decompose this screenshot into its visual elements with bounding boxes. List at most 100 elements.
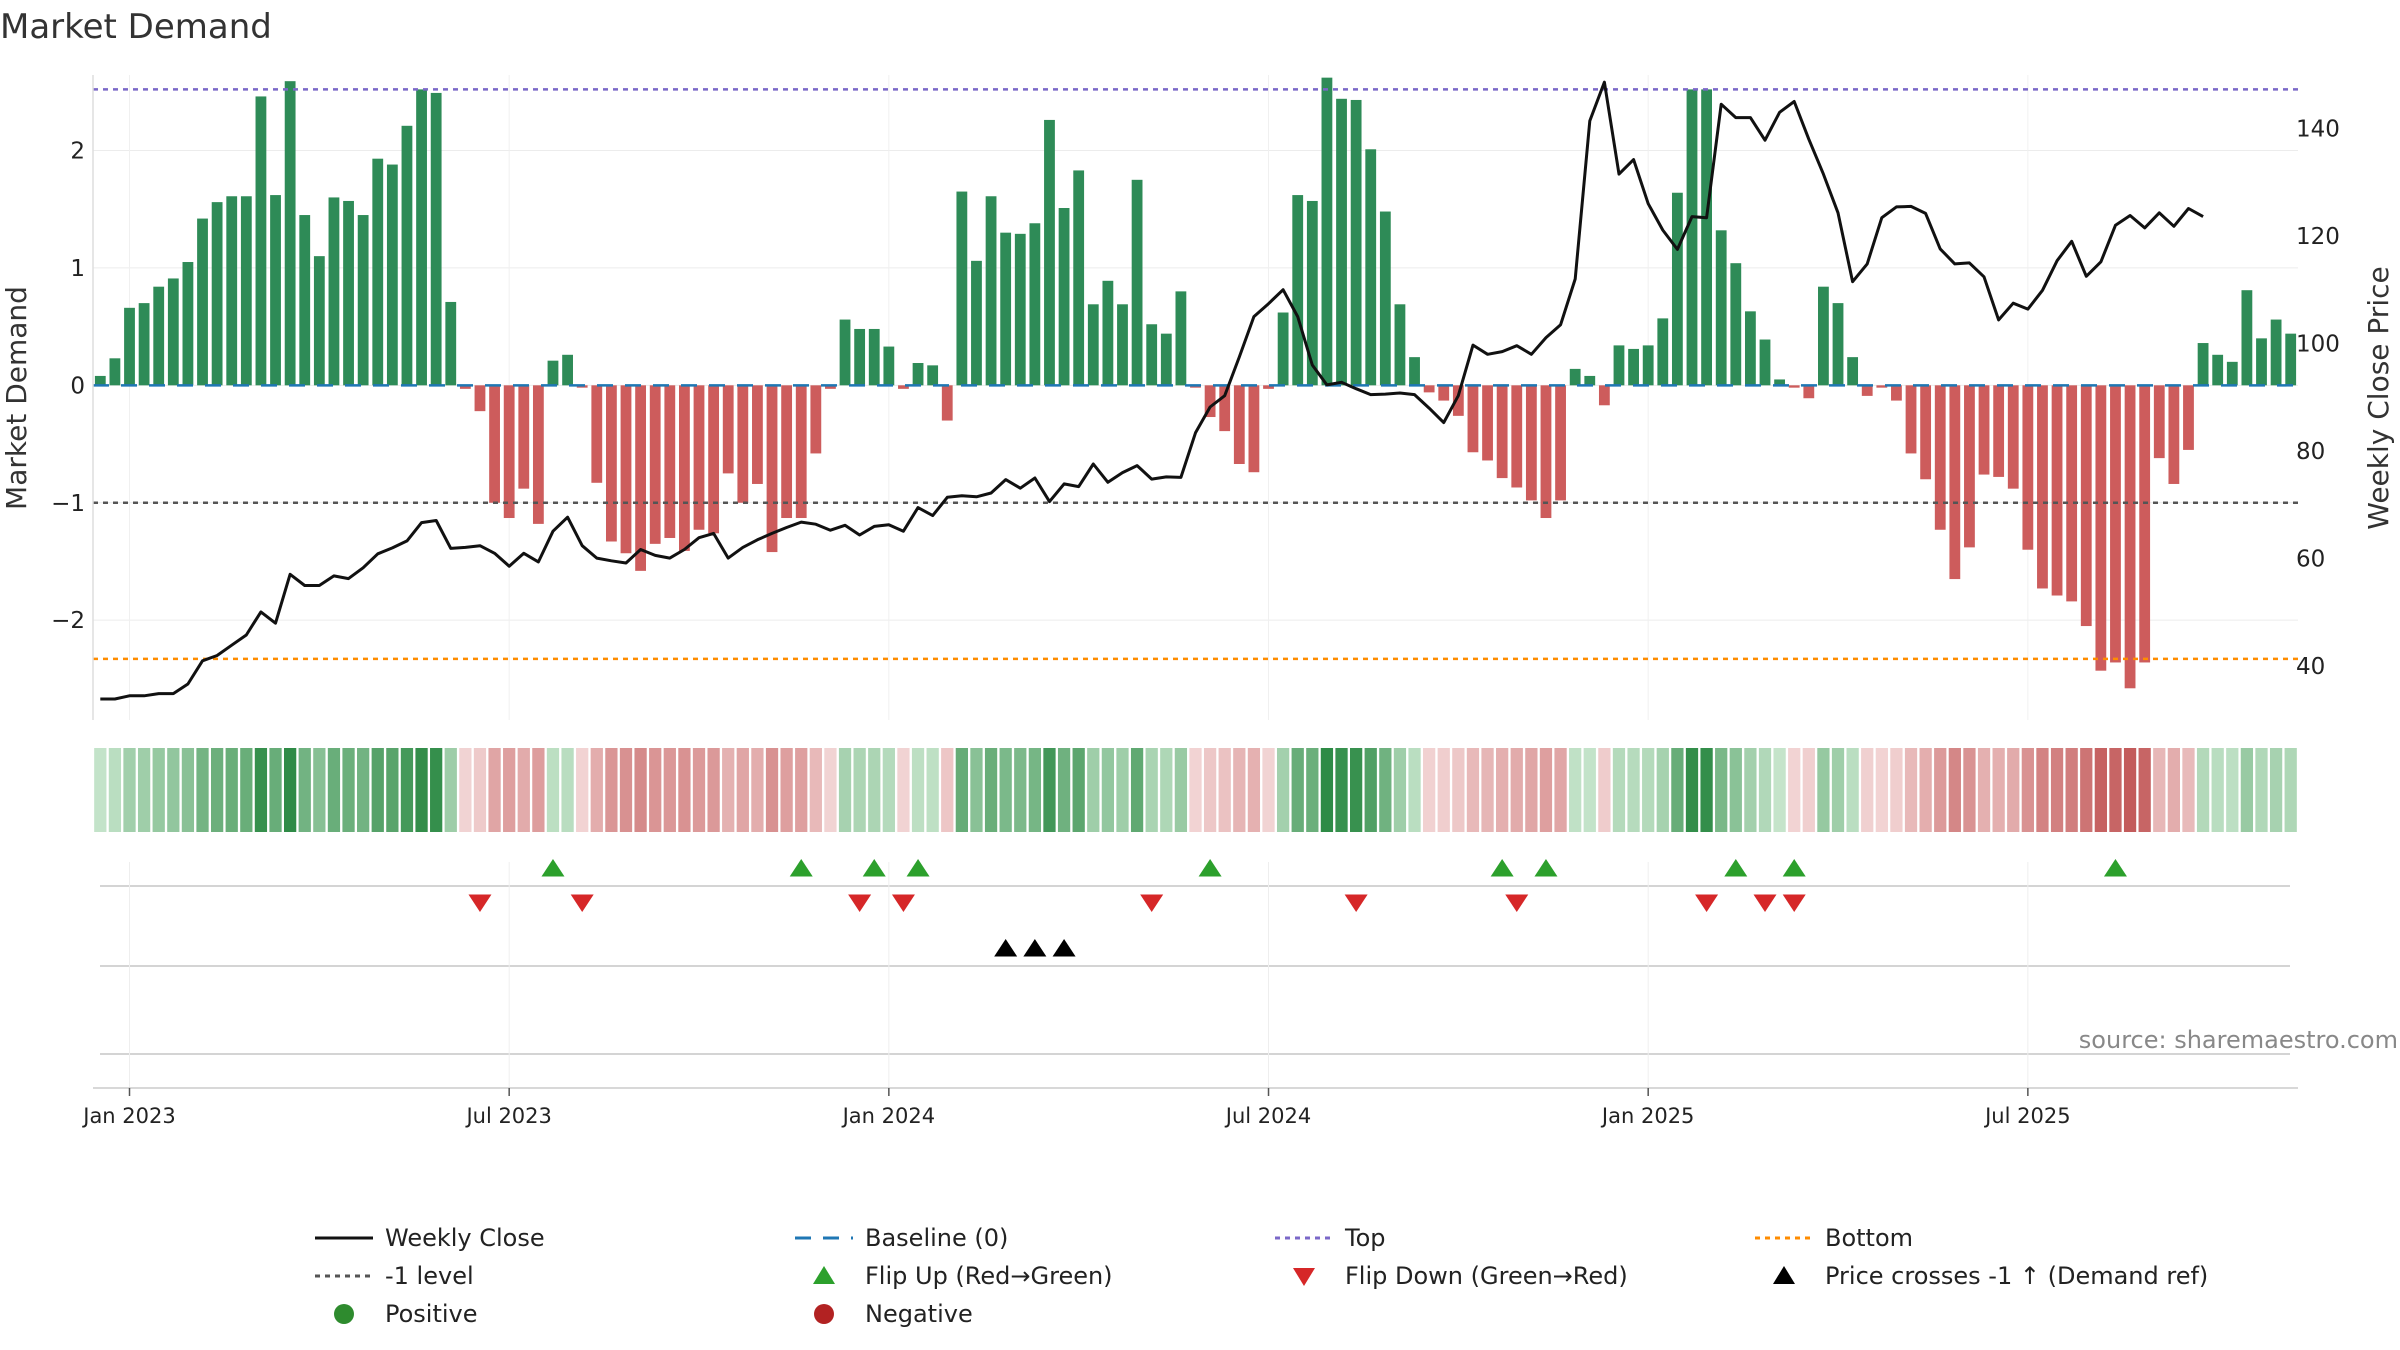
demand-bar bbox=[591, 385, 603, 483]
strip-cell bbox=[1364, 748, 1377, 832]
flip-down-marker bbox=[848, 894, 872, 912]
demand-bar bbox=[255, 96, 267, 386]
demand-bar bbox=[825, 385, 836, 389]
demand-bar bbox=[2066, 385, 2078, 602]
strip-cell bbox=[1627, 748, 1640, 832]
legend-label: Baseline (0) bbox=[865, 1224, 1008, 1252]
strip-cell bbox=[1875, 748, 1888, 832]
demand-bar bbox=[357, 215, 369, 386]
strip-cell bbox=[663, 748, 676, 832]
demand-bar bbox=[2124, 385, 2136, 689]
strip-cell bbox=[619, 748, 633, 832]
strip-cell bbox=[955, 748, 968, 832]
demand-bar bbox=[386, 164, 398, 386]
x-tick-label: Jul 2024 bbox=[1224, 1104, 1311, 1128]
strip-cell bbox=[605, 748, 618, 832]
demand-bar bbox=[2197, 343, 2209, 386]
strip-cell bbox=[561, 748, 574, 832]
demand-bar bbox=[1788, 385, 1800, 388]
demand-bar bbox=[2051, 385, 2063, 596]
strip-cell bbox=[1043, 748, 1056, 832]
demand-bar bbox=[1452, 385, 1464, 416]
strip-cell bbox=[2123, 748, 2137, 832]
strip-cell bbox=[342, 748, 355, 832]
strip-cell bbox=[2021, 748, 2034, 832]
strip-cell bbox=[327, 748, 341, 832]
strip-cell bbox=[1130, 748, 1144, 832]
strip-cell bbox=[2080, 748, 2093, 832]
legend-label: -1 level bbox=[385, 1262, 474, 1290]
legend-item: Weekly Close bbox=[315, 1224, 545, 1252]
demand-bar bbox=[489, 385, 500, 503]
strip-cell bbox=[459, 748, 472, 832]
strip-cell bbox=[1393, 748, 1407, 832]
strip-cell bbox=[576, 748, 589, 832]
strip-cell bbox=[430, 748, 443, 832]
demand-bar bbox=[971, 260, 982, 386]
demand-bar bbox=[372, 158, 384, 386]
demand-bar bbox=[532, 385, 544, 524]
demand-bar bbox=[1671, 192, 1683, 386]
demand-bar bbox=[2226, 361, 2238, 386]
strip-cell bbox=[722, 748, 735, 832]
event-markers-panel bbox=[100, 859, 2290, 1090]
demand-bar bbox=[124, 307, 135, 386]
strip-cell bbox=[488, 748, 501, 832]
demand-bar bbox=[1496, 385, 1508, 479]
strip-cell bbox=[911, 748, 925, 832]
strip-cell bbox=[1087, 748, 1100, 832]
strip-cell bbox=[1788, 748, 1801, 832]
strip-cell bbox=[444, 748, 457, 832]
flip-down-marker bbox=[570, 894, 594, 912]
strip-cell bbox=[2255, 748, 2268, 832]
strip-cell bbox=[1598, 748, 1611, 832]
flip-up-marker bbox=[906, 859, 930, 877]
chart-title: Market Demand bbox=[0, 7, 272, 47]
strip-cell bbox=[108, 748, 122, 832]
strip-cell bbox=[795, 748, 808, 832]
strip-cell bbox=[1685, 748, 1699, 832]
demand-bar bbox=[605, 385, 617, 542]
strip-cell bbox=[1160, 748, 1173, 832]
demand-bar bbox=[138, 303, 150, 386]
price-cross-marker bbox=[994, 939, 1018, 957]
demand-bar bbox=[1934, 385, 1946, 530]
demand-bar bbox=[1642, 345, 1654, 386]
strip-cell bbox=[1072, 748, 1085, 832]
demand-bar bbox=[1803, 385, 1815, 399]
demand-bar bbox=[1365, 149, 1377, 386]
strip-cell bbox=[2269, 748, 2283, 832]
strip-cell bbox=[838, 748, 852, 832]
demand-bar bbox=[766, 385, 778, 553]
strip-cell bbox=[473, 748, 487, 832]
demand-bar bbox=[1525, 385, 1537, 501]
strip-cell bbox=[152, 748, 165, 832]
demand-bar bbox=[1511, 385, 1523, 488]
demand-bar bbox=[854, 328, 866, 386]
strip-cell bbox=[824, 748, 837, 832]
strip-cell bbox=[1028, 748, 1042, 832]
strip-cell bbox=[137, 748, 151, 832]
legend-label: Top bbox=[1344, 1224, 1386, 1252]
y-right-tick-label: 60 bbox=[2296, 547, 2325, 573]
demand-bar bbox=[1876, 385, 1888, 388]
demand-bar bbox=[1920, 385, 1932, 480]
strip-cell bbox=[590, 748, 603, 832]
demand-bar bbox=[109, 358, 121, 386]
flip-up-marker bbox=[1198, 859, 1222, 877]
strip-cell bbox=[1554, 748, 1567, 832]
demand-bar bbox=[1321, 77, 1333, 386]
y-left-tick-label: −1 bbox=[51, 491, 85, 517]
y-axis-left-label: Market Demand bbox=[0, 286, 33, 510]
strip-cell bbox=[269, 748, 282, 832]
strip-cell bbox=[1452, 748, 1465, 832]
strip-cell bbox=[386, 748, 399, 832]
demand-bar bbox=[2110, 385, 2121, 663]
demand-bar bbox=[1701, 89, 1712, 386]
legend-label: Negative bbox=[865, 1300, 973, 1328]
strip-cell bbox=[1014, 748, 1027, 832]
legend-swatch-circle bbox=[814, 1304, 834, 1324]
flip-up-marker bbox=[1782, 859, 1806, 877]
demand-bar bbox=[226, 196, 238, 386]
strip-cell bbox=[1335, 748, 1348, 832]
